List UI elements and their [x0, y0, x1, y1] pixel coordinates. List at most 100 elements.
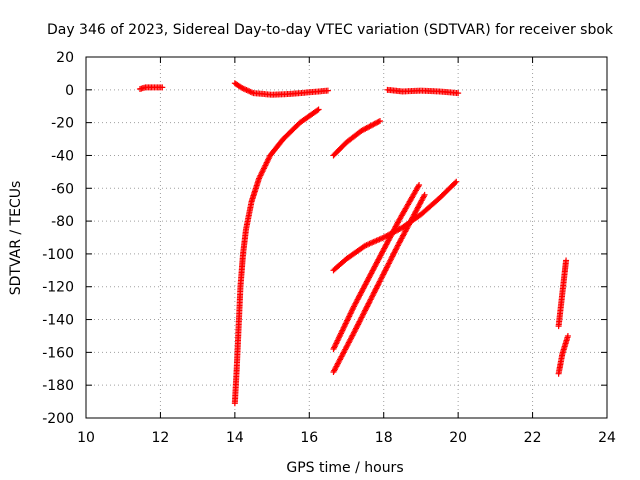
data-point	[386, 259, 393, 266]
y-tick-label: 0	[65, 83, 74, 99]
data-point	[351, 328, 358, 335]
data-point	[359, 313, 366, 320]
data-point	[387, 257, 394, 264]
x-tick-label: 24	[598, 430, 616, 446]
data-point	[383, 265, 390, 272]
series-arc-8	[330, 191, 428, 376]
data-point	[365, 300, 372, 307]
y-axis-label: SDTVAR / TECUs	[8, 181, 24, 296]
data-point	[381, 268, 388, 275]
data-point	[378, 274, 385, 281]
data-point	[452, 179, 459, 186]
data-point	[361, 308, 368, 315]
data-point	[392, 246, 399, 253]
data-point	[393, 245, 400, 252]
data-point	[357, 317, 364, 324]
data-point	[243, 87, 250, 94]
data-point	[563, 257, 570, 264]
data-point	[378, 275, 385, 282]
data-point	[350, 329, 357, 336]
data-point	[385, 261, 392, 268]
data-point	[392, 247, 399, 254]
data-point	[314, 107, 321, 114]
data-point	[380, 270, 387, 277]
data-point	[364, 301, 371, 308]
x-tick-label: 16	[300, 430, 318, 446]
y-tick-label: -100	[42, 247, 74, 263]
series-arc-4	[330, 117, 383, 159]
grid	[86, 57, 607, 418]
x-tick-label: 12	[152, 430, 170, 446]
data-point	[246, 88, 253, 95]
y-tick-label: -180	[42, 378, 74, 394]
data-point	[353, 325, 360, 332]
data-point	[249, 89, 256, 96]
x-tick-label: 14	[226, 430, 244, 446]
data-point	[247, 88, 254, 95]
series-arc-2	[231, 80, 331, 98]
data-point	[239, 85, 246, 92]
x-axis-label: GPS time / hours	[286, 460, 403, 476]
data-point	[355, 319, 362, 326]
data-point	[371, 289, 378, 296]
y-tick-label: -140	[42, 313, 74, 329]
y-tick-label: -60	[51, 181, 74, 197]
x-tick-label: 20	[449, 430, 467, 446]
data-point	[382, 267, 389, 274]
axis-ticks: 10 12 14 16 18 20 22 24-200-180-160-140-120-100…	[42, 50, 616, 446]
data-point	[366, 297, 373, 304]
data-point	[376, 278, 383, 285]
data-point	[384, 263, 391, 270]
data-point	[385, 260, 392, 267]
data-point	[356, 318, 363, 325]
data-point	[376, 279, 383, 286]
x-tick-label: 18	[375, 430, 393, 446]
data-point	[373, 285, 380, 292]
data-point	[375, 118, 382, 125]
series-arc-3	[231, 106, 322, 407]
data-point	[390, 250, 397, 257]
data-point	[315, 106, 322, 113]
y-tick-label: -40	[51, 148, 74, 164]
data-point	[371, 288, 378, 295]
data-point	[244, 87, 251, 94]
data-point	[372, 286, 379, 293]
data-point	[370, 290, 377, 297]
y-tick-label: -160	[42, 345, 74, 361]
data-point	[415, 183, 422, 190]
data-point	[362, 307, 369, 314]
data-point	[455, 90, 462, 97]
data-point	[360, 311, 367, 318]
series-arc-9	[555, 257, 570, 330]
data-point	[362, 306, 369, 313]
data-points	[136, 80, 571, 407]
data-point	[376, 117, 383, 124]
data-point	[416, 181, 423, 188]
data-point	[352, 326, 359, 333]
data-point	[391, 249, 398, 256]
data-point	[387, 256, 394, 263]
data-point	[355, 321, 362, 328]
data-point	[380, 271, 387, 278]
x-tick-label: 10	[77, 430, 95, 446]
data-point	[389, 253, 396, 260]
data-point	[394, 243, 401, 250]
y-tick-label: -200	[42, 411, 74, 427]
data-point	[388, 254, 395, 261]
plot-frame	[85, 56, 608, 419]
data-point	[367, 296, 374, 303]
data-point	[421, 191, 428, 198]
data-point	[379, 272, 386, 279]
data-point	[383, 264, 390, 271]
data-point	[368, 295, 375, 302]
y-tick-label: -80	[51, 214, 74, 230]
data-point	[360, 310, 367, 317]
data-point	[366, 299, 373, 306]
data-point	[373, 283, 380, 290]
data-point	[453, 178, 460, 185]
data-point	[564, 332, 571, 339]
data-point	[354, 322, 361, 329]
data-point	[159, 84, 166, 91]
